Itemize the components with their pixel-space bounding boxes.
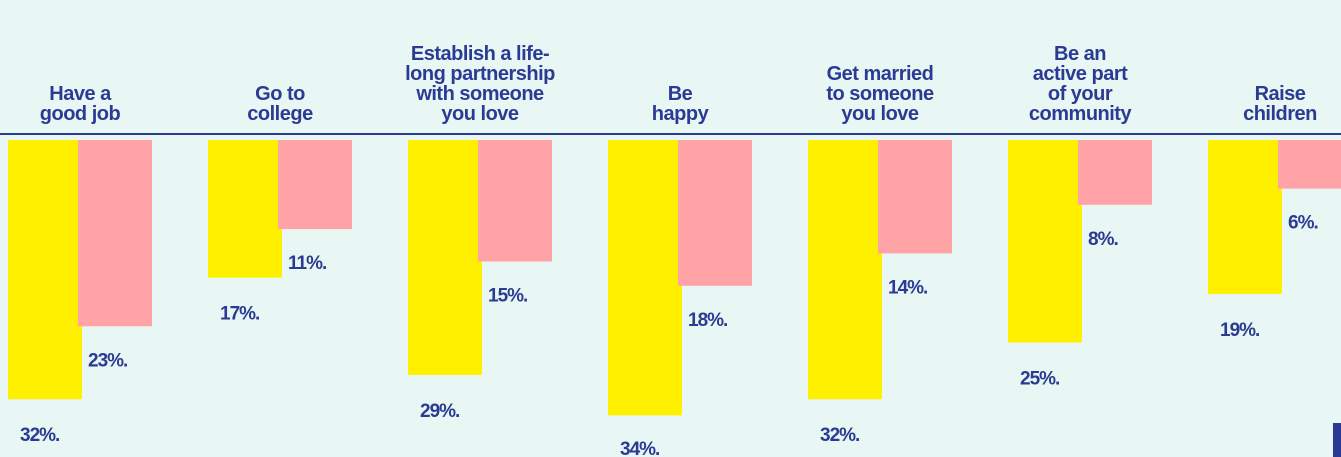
value-label: 17%. [220,304,259,325]
bar [408,140,482,375]
value-label: 23%. [88,350,127,371]
bar [878,140,952,254]
bar [78,140,152,327]
bar [278,140,352,230]
bar [678,140,752,286]
value-label: 32%. [820,425,859,446]
value-label: 14%. [888,277,927,298]
category-label: Get married to someone you love [826,63,934,125]
value-label: 34%. [620,439,659,457]
bar [478,140,552,262]
value-label: 29%. [420,401,459,422]
category-label: Raise children [1243,83,1317,125]
corner-mark [1333,423,1341,457]
bar [1078,140,1152,205]
bar [1008,140,1082,343]
bar [1208,140,1282,294]
value-label: 32%. [20,425,59,446]
value-label: 25%. [1020,369,1059,390]
category-label: Go to college [247,83,313,125]
bar [1278,140,1341,189]
value-label: 8%. [1088,229,1118,250]
bar [608,140,682,416]
bar [808,140,882,400]
value-label: 19%. [1220,320,1259,341]
bar [208,140,282,278]
category-label: Have a good job [39,83,121,125]
value-label: 6%. [1288,213,1318,234]
value-label: 11%. [288,253,326,274]
category-label: Establish a life- long partnership with … [405,43,555,125]
value-label: 18%. [688,310,727,331]
bar [8,140,82,400]
value-label: 15%. [488,286,527,307]
category-label: Be an active part of your community [1028,43,1132,125]
category-label: Be happy [651,83,709,125]
